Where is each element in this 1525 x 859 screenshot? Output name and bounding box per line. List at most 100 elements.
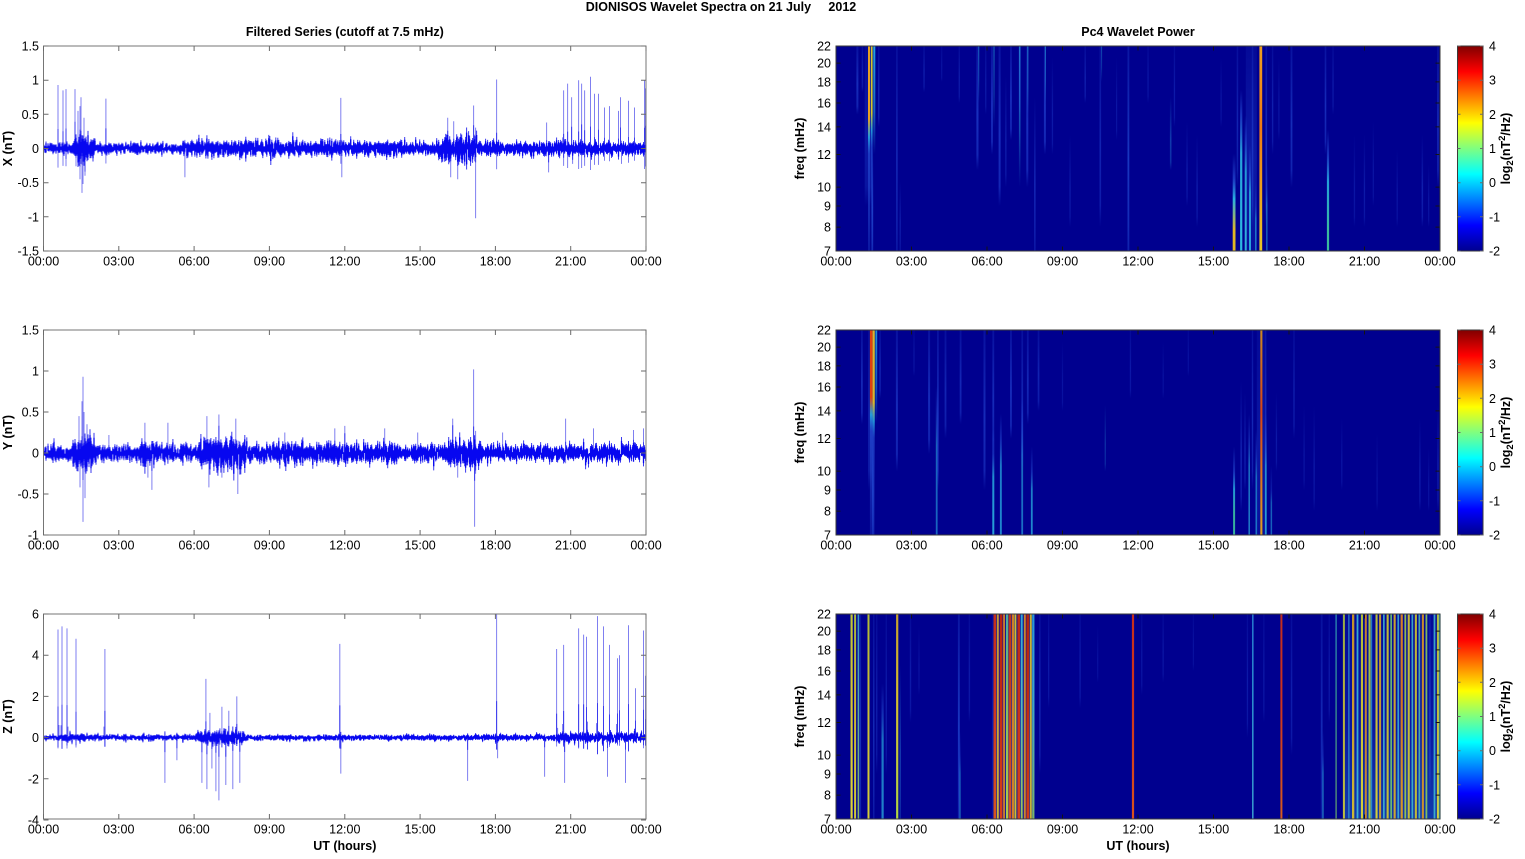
svg-text:DIONISOS Wavelet Spectra on 21: DIONISOS Wavelet Spectra on 21 July 2012: [586, 0, 857, 14]
svg-text:03:00: 03:00: [103, 823, 134, 837]
svg-text:0: 0: [32, 142, 39, 156]
svg-text:8: 8: [824, 505, 831, 519]
svg-text:1: 1: [1489, 710, 1496, 724]
svg-text:03:00: 03:00: [896, 255, 927, 269]
svg-text:18: 18: [817, 643, 831, 657]
svg-text:12: 12: [817, 148, 831, 162]
svg-text:06:00: 06:00: [178, 255, 209, 269]
svg-text:03:00: 03:00: [103, 539, 134, 553]
svg-text:06:00: 06:00: [971, 255, 1002, 269]
svg-text:3: 3: [1489, 358, 1496, 372]
svg-text:4: 4: [32, 649, 39, 663]
svg-text:3: 3: [1489, 74, 1496, 88]
svg-text:9: 9: [824, 768, 831, 782]
svg-text:12:00: 12:00: [1122, 255, 1153, 269]
svg-text:00:00: 00:00: [1424, 539, 1455, 553]
svg-text:2: 2: [32, 690, 39, 704]
svg-text:18:00: 18:00: [1273, 255, 1304, 269]
svg-text:00:00: 00:00: [820, 255, 851, 269]
svg-text:1: 1: [32, 74, 39, 88]
svg-text:12:00: 12:00: [1122, 823, 1153, 837]
svg-text:Filtered Series (cutoff at 7.5: Filtered Series (cutoff at 7.5 mHz): [246, 25, 444, 39]
svg-text:21:00: 21:00: [1349, 255, 1380, 269]
svg-text:18:00: 18:00: [480, 255, 511, 269]
svg-text:00:00: 00:00: [630, 823, 661, 837]
svg-text:0: 0: [32, 447, 39, 461]
svg-text:06:00: 06:00: [971, 823, 1002, 837]
svg-text:18:00: 18:00: [480, 539, 511, 553]
svg-text:18:00: 18:00: [480, 823, 511, 837]
svg-text:3: 3: [1489, 642, 1496, 656]
svg-text:00:00: 00:00: [28, 255, 59, 269]
svg-text:7: 7: [824, 245, 831, 259]
svg-text:10: 10: [817, 749, 831, 763]
svg-text:8: 8: [824, 221, 831, 235]
svg-text:03:00: 03:00: [896, 539, 927, 553]
svg-text:06:00: 06:00: [178, 539, 209, 553]
svg-text:16: 16: [817, 381, 831, 395]
svg-text:21:00: 21:00: [1349, 823, 1380, 837]
svg-text:12: 12: [817, 432, 831, 446]
svg-text:9: 9: [824, 484, 831, 498]
svg-text:18:00: 18:00: [1273, 539, 1304, 553]
svg-text:00:00: 00:00: [28, 823, 59, 837]
svg-text:freq (mHz): freq (mHz): [793, 686, 807, 748]
svg-text:22: 22: [817, 40, 831, 54]
svg-text:-1: -1: [28, 529, 39, 543]
svg-text:20: 20: [817, 625, 831, 639]
svg-text:7: 7: [824, 813, 831, 827]
svg-text:1.5: 1.5: [22, 324, 39, 338]
svg-text:0.5: 0.5: [22, 406, 39, 420]
svg-text:9: 9: [824, 200, 831, 214]
svg-text:-2: -2: [1489, 813, 1500, 827]
svg-text:UT (hours): UT (hours): [313, 839, 376, 853]
svg-text:14: 14: [817, 404, 831, 418]
svg-text:18: 18: [817, 359, 831, 373]
svg-text:16: 16: [817, 665, 831, 679]
svg-text:12:00: 12:00: [1122, 539, 1153, 553]
svg-text:-1: -1: [1489, 494, 1500, 508]
svg-text:15:00: 15:00: [404, 539, 435, 553]
svg-text:20: 20: [817, 341, 831, 355]
svg-text:Pc4 Wavelet Power: Pc4 Wavelet Power: [1081, 25, 1195, 39]
svg-text:09:00: 09:00: [254, 255, 285, 269]
svg-text:12:00: 12:00: [329, 823, 360, 837]
svg-text:00:00: 00:00: [630, 539, 661, 553]
svg-text:00:00: 00:00: [28, 539, 59, 553]
svg-text:-2: -2: [1489, 529, 1500, 543]
svg-text:6: 6: [32, 608, 39, 622]
svg-text:Y (nT): Y (nT): [1, 415, 15, 450]
svg-text:10: 10: [817, 465, 831, 479]
svg-text:4: 4: [1489, 324, 1496, 338]
svg-text:12: 12: [817, 716, 831, 730]
svg-text:20: 20: [817, 57, 831, 71]
svg-text:09:00: 09:00: [1047, 823, 1078, 837]
svg-text:1: 1: [1489, 142, 1496, 156]
svg-text:06:00: 06:00: [178, 823, 209, 837]
svg-text:-1: -1: [28, 210, 39, 224]
svg-text:0.5: 0.5: [22, 108, 39, 122]
svg-text:-1: -1: [1489, 210, 1500, 224]
svg-text:freq (mHz): freq (mHz): [793, 118, 807, 180]
svg-text:21:00: 21:00: [555, 539, 586, 553]
svg-text:2: 2: [1489, 108, 1496, 122]
svg-text:0: 0: [1489, 176, 1496, 190]
svg-text:00:00: 00:00: [1424, 255, 1455, 269]
svg-text:09:00: 09:00: [254, 823, 285, 837]
svg-text:21:00: 21:00: [1349, 539, 1380, 553]
svg-text:09:00: 09:00: [254, 539, 285, 553]
svg-text:22: 22: [817, 608, 831, 622]
svg-text:2: 2: [1489, 392, 1496, 406]
svg-text:00:00: 00:00: [820, 823, 851, 837]
svg-text:log2(nT2/Hz): log2(nT2/Hz): [1497, 113, 1516, 185]
svg-text:-0.5: -0.5: [17, 176, 39, 190]
svg-text:0: 0: [1489, 460, 1496, 474]
svg-text:15:00: 15:00: [404, 255, 435, 269]
svg-text:18:00: 18:00: [1273, 823, 1304, 837]
svg-text:15:00: 15:00: [1198, 255, 1229, 269]
svg-text:4: 4: [1489, 608, 1496, 622]
svg-text:0: 0: [32, 731, 39, 745]
svg-text:log2(nT2/Hz): log2(nT2/Hz): [1497, 681, 1516, 753]
svg-text:03:00: 03:00: [103, 255, 134, 269]
svg-text:-4: -4: [28, 814, 39, 828]
